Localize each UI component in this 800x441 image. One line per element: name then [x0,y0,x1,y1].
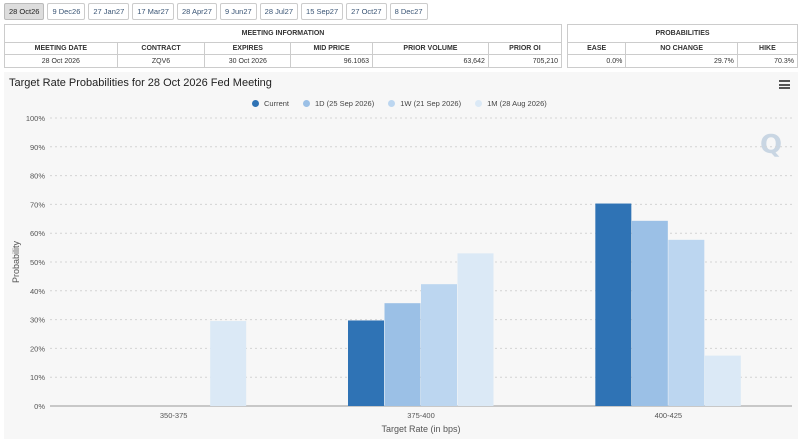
bar [384,303,421,406]
hike-value: 70.3% [736,54,799,68]
legend-dot-icon [252,100,259,107]
mid-price-value: 96.1063 [290,54,374,68]
chart-title: Target Rate Probabilities for 28 Oct 202… [9,77,272,89]
y-axis-title: Probability [11,240,21,283]
legend-item-1d[interactable]: 1D (25 Sep 2026) [303,99,374,108]
col-hike: HIKE [736,42,799,55]
legend-item-1w[interactable]: 1W (21 Sep 2026) [388,99,461,108]
ease-value: 0.0% [566,54,627,68]
meeting-date-tabs: 28 Oct26 9 Dec26 27 Jan27 17 Mar27 28 Ap… [4,3,428,20]
chart-plot-area: 0% 10% 20% 30% 40% 50% 60% 70% 80% 90% 100% 350-375… [11,114,792,434]
y-tick-label: 0% [34,402,45,411]
tab-15-sep27[interactable]: 15 Sep27 [301,3,344,20]
quikstrike-logo-icon: Q [760,130,783,160]
tab-27-oct27[interactable]: 27 Oct27 [346,3,387,20]
bar [595,203,632,406]
contract-value: ZQV6 [116,54,206,68]
tab-28-jul27[interactable]: 28 Jul27 [259,3,299,20]
tab-8-dec27[interactable]: 8 Dec27 [389,3,428,20]
probabilities-title: PROBABILITIES [567,24,798,43]
prior-oi-value: 705,210 [487,54,563,68]
col-mid-price: MID PRICE [290,42,374,55]
legend-item-current[interactable]: Current [252,99,289,108]
bar [704,355,741,406]
probability-chart: Target Rate Probabilities for 28 Oct 202… [4,72,798,439]
col-expires: EXPIRES [204,42,292,55]
prior-volume-value: 63,642 [372,54,489,68]
legend-item-1m[interactable]: 1M (28 Aug 2026) [475,99,547,108]
bar [457,253,494,406]
tab-27-jan27[interactable]: 27 Jan27 [88,3,130,20]
bar [631,220,668,406]
y-tick-label: 40% [30,287,45,296]
tab-9-jun27[interactable]: 9 Jun27 [219,3,257,20]
tab-9-dec26[interactable]: 9 Dec26 [47,3,86,20]
legend-label: Current [264,99,290,108]
tab-17-mar27[interactable]: 17 Mar27 [132,3,174,20]
y-tick-label: 60% [30,229,45,238]
y-tick-label: 30% [30,316,45,325]
chart-legend: Current 1D (25 Sep 2026) 1W (21 Sep 2026… [252,99,547,108]
y-tick-label: 100% [26,114,46,123]
chart-menu-icon[interactable] [779,80,790,89]
expires-value: 30 Oct 2026 [204,54,292,68]
y-tick-label: 90% [30,143,45,152]
bar [210,321,247,406]
legend-dot-icon [303,100,311,107]
tab-28-oct26[interactable]: 28 Oct26 [4,3,45,20]
x-tick-label: 375-400 [407,411,435,420]
meeting-information-table: MEETING INFORMATION MEETING DATE CONTRAC… [4,24,563,68]
x-tick-label: 400-425 [655,411,683,420]
legend-dot-icon [475,100,483,107]
meeting-date-value: 28 Oct 2026 [4,54,118,68]
y-tick-label: 20% [30,344,45,353]
y-tick-label: 80% [30,172,45,181]
legend-label: 1M (28 Aug 2026) [487,99,547,108]
tab-28-apr27[interactable]: 28 Apr27 [176,3,217,20]
col-ease: EASE [566,42,627,55]
legend-dot-icon [388,100,396,107]
meeting-information-title: MEETING INFORMATION [4,24,562,43]
y-tick-label: 50% [30,258,45,267]
col-contract: CONTRACT [116,42,206,55]
x-axis-title: Target Rate (in bps) [381,424,460,434]
bar [348,320,384,406]
col-prior-volume: PRIOR VOLUME [372,42,489,55]
x-tick-label: 350-375 [160,411,188,420]
col-meeting-date: MEETING DATE [4,42,118,55]
bar [668,239,705,406]
legend-label: 1W (21 Sep 2026) [400,99,462,108]
no-change-value: 29.7% [625,54,738,68]
legend-label: 1D (25 Sep 2026) [315,99,375,108]
probabilities-table: PROBABILITIES EASE NO CHANGE HIKE 0.0% 2… [566,24,799,68]
bar [421,284,457,406]
col-no-change: NO CHANGE [625,42,738,55]
y-tick-label: 10% [30,373,45,382]
col-prior-oi: PRIOR OI [487,42,563,55]
y-tick-label: 70% [30,200,45,209]
